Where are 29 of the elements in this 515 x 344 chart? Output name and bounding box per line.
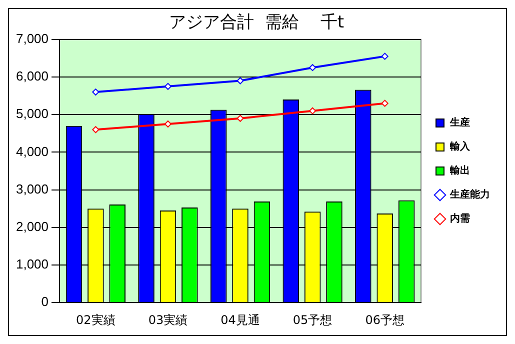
point <box>309 64 316 72</box>
y-tick-label: 3,000 <box>16 181 49 196</box>
legend-label: 輸出 <box>449 164 470 177</box>
x-tick-label: 06予想 <box>365 312 404 327</box>
y-tick-label: 6,000 <box>16 68 49 84</box>
legend-label: 生産 <box>449 116 470 129</box>
x-tick-label: 03実績 <box>148 312 188 327</box>
y-tick-label: 0 <box>41 294 49 310</box>
y-tick-label: 5,000 <box>16 106 49 122</box>
point <box>309 107 316 114</box>
legend-label: 生産能力 <box>449 188 490 201</box>
x-tick-label: 04見通 <box>220 312 260 327</box>
y-tick-label: 7,000 <box>16 30 49 46</box>
y-tick-label: 4,000 <box>16 144 49 159</box>
legend-label: 内需 <box>450 212 470 225</box>
point <box>236 114 244 122</box>
chart-title: アジア合計 需給 千t <box>168 12 344 33</box>
point <box>164 120 172 128</box>
x-tick-label: 02実績 <box>76 312 116 327</box>
point <box>164 82 172 90</box>
legend-label: 輸入 <box>449 140 471 153</box>
x-tick-label: 05予想 <box>292 312 332 327</box>
point <box>381 100 388 107</box>
point <box>381 52 388 60</box>
y-tick-label: 2,000 <box>16 218 49 234</box>
point <box>236 77 244 84</box>
y-tick-label: 1,000 <box>16 256 49 272</box>
point <box>92 88 100 96</box>
point <box>92 126 100 134</box>
